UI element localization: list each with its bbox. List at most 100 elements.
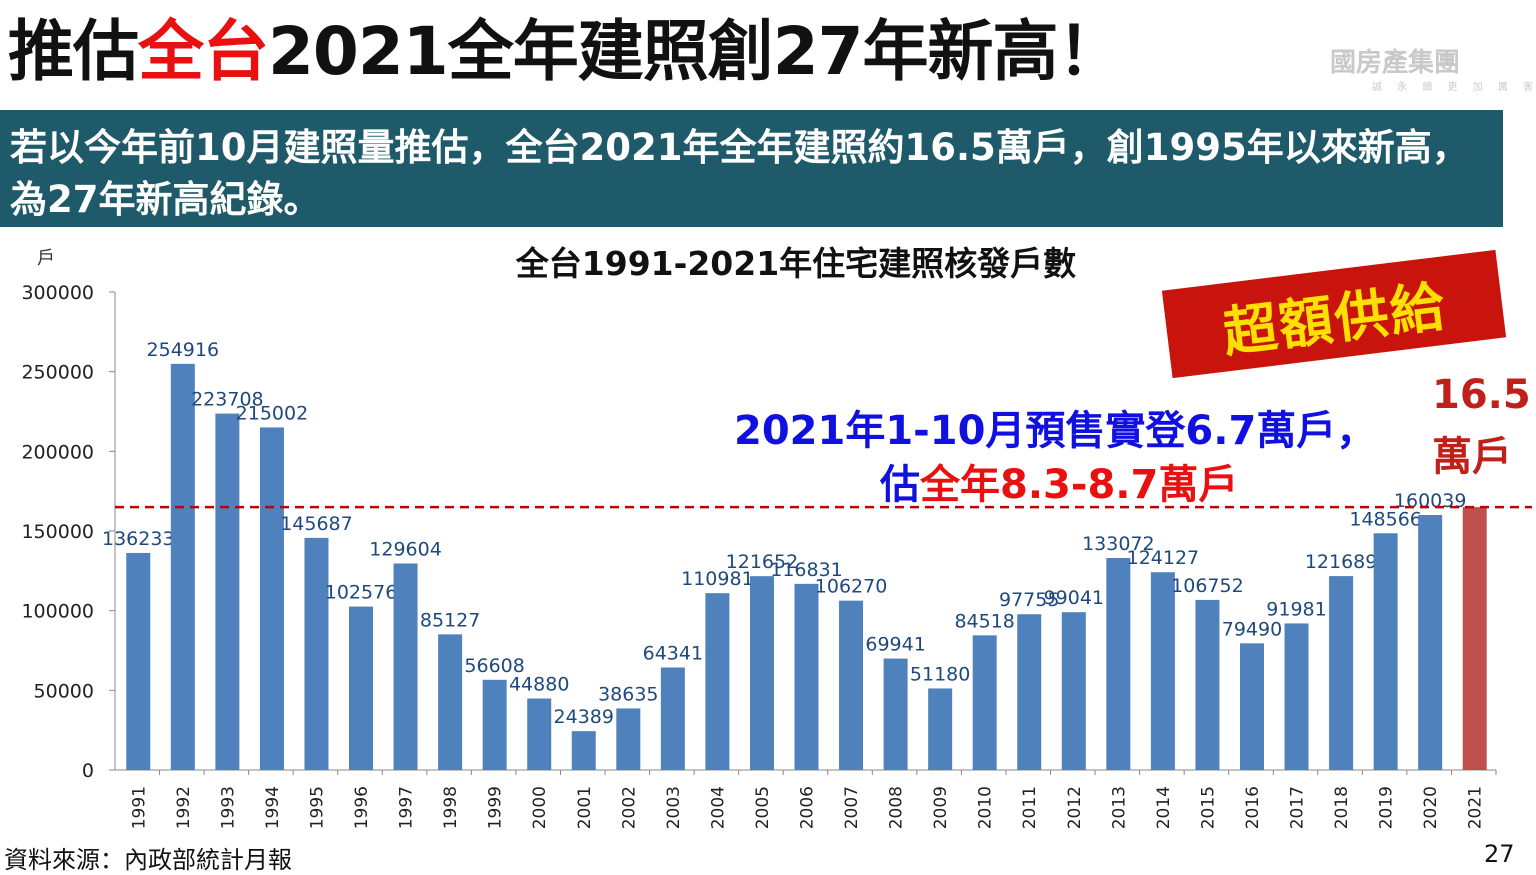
note-line-2-part-1: 估 [880, 462, 920, 508]
bar [1239, 643, 1264, 770]
data-label: 106752 [1171, 575, 1244, 597]
x-tick-label: 1992 [174, 786, 194, 829]
bar [126, 552, 151, 770]
data-label: 97755 [999, 589, 1059, 611]
bar [438, 634, 463, 770]
y-tick-label: 200000 [21, 441, 94, 463]
data-label: 91981 [1266, 598, 1326, 620]
x-tick-label: 1994 [263, 786, 283, 829]
data-label: 84518 [954, 610, 1014, 632]
bar [1284, 623, 1309, 770]
data-label: 38635 [598, 683, 658, 705]
note-line-2-part-2: 全年8.3-8.7萬戶 [920, 462, 1239, 508]
x-tick-label: 1997 [397, 786, 417, 829]
bar [1061, 612, 1086, 770]
data-label: 129604 [369, 538, 442, 560]
page-number: 27 [1484, 840, 1515, 868]
bar [1017, 614, 1042, 770]
x-tick-label: 2018 [1332, 786, 1352, 829]
data-label: 148566 [1349, 508, 1422, 530]
x-tick-label: 2016 [1243, 786, 1263, 829]
x-tick-label: 2003 [664, 786, 684, 829]
data-label: 64341 [643, 642, 703, 664]
data-label: 215002 [236, 402, 309, 424]
x-tick-label: 1993 [218, 786, 238, 829]
x-tick-label: 2019 [1377, 786, 1397, 829]
x-tick-label: 1995 [307, 786, 327, 829]
x-tick-label: 2020 [1421, 786, 1441, 829]
bar [883, 658, 908, 770]
x-tick-label: 1996 [352, 786, 372, 829]
data-label: 136233 [102, 528, 175, 550]
bar [1329, 576, 1354, 770]
y-tick-label: 100000 [21, 601, 94, 623]
y-tick-label: 300000 [21, 282, 94, 304]
data-label: 121689 [1305, 551, 1378, 573]
data-label: 102576 [325, 582, 398, 604]
bar [349, 606, 374, 770]
company-logo: 國房產集團 [1330, 48, 1461, 78]
bar [527, 698, 552, 770]
bar [571, 731, 596, 770]
y-tick-label: 150000 [21, 521, 94, 543]
x-tick-label: 2017 [1288, 786, 1308, 829]
bar [1106, 557, 1131, 770]
company-logo-slogan: 誠 永 續 更 加 厲 害 [1372, 82, 1536, 93]
data-label: 106270 [815, 576, 888, 598]
bar [749, 576, 774, 770]
title-part-3: 2021全年建照創27年新高！ [268, 13, 1124, 90]
y-tick-label: 50000 [34, 680, 94, 702]
x-tick-label: 2015 [1198, 786, 1218, 829]
summary-text: 若以今年前10月建照量推估，全台2021年全年建照約16.5萬戶，創1995年以… [10, 126, 1469, 221]
x-tick-label: 1991 [129, 786, 149, 829]
x-tick-label: 2012 [1065, 786, 1085, 829]
summary-banner: 若以今年前10月建照量推估，全台2021年全年建照約16.5萬戶，創1995年以… [0, 110, 1503, 227]
estimate-unit: 萬戶 [1432, 434, 1512, 480]
x-tick-label: 2008 [887, 786, 907, 829]
data-label: 44880 [509, 673, 569, 695]
bar [616, 708, 641, 770]
bar [1418, 515, 1443, 770]
data-label: 160039 [1394, 490, 1467, 512]
data-label: 133072 [1082, 533, 1155, 555]
title-part-2: 全台 [138, 13, 269, 90]
data-label: 56608 [464, 655, 524, 677]
data-label: 85127 [420, 609, 480, 631]
bar [304, 537, 329, 770]
x-tick-label: 1998 [441, 786, 461, 829]
bar [1150, 572, 1175, 770]
bar [1462, 507, 1487, 770]
data-label: 116831 [770, 559, 843, 581]
data-label: 69941 [865, 634, 925, 656]
data-label: 145687 [280, 513, 353, 535]
bar [660, 667, 685, 770]
bar [794, 583, 819, 770]
x-tick-label: 2002 [619, 786, 639, 829]
bar [839, 600, 864, 770]
bar [928, 688, 953, 770]
x-tick-label: 2009 [931, 786, 951, 829]
data-label: 124127 [1127, 547, 1200, 569]
data-label: 223708 [191, 389, 264, 411]
x-tick-label: 1999 [486, 786, 506, 829]
bar [170, 363, 195, 770]
data-label: 24389 [554, 706, 614, 728]
data-label: 254916 [147, 339, 220, 361]
title-part-1: 推估 [8, 13, 139, 90]
bar [259, 427, 284, 770]
chart-title: 全台1991-2021年住宅建照核發戶數 [515, 244, 1076, 283]
x-tick-label: 2014 [1154, 786, 1174, 829]
x-tick-label: 2010 [976, 786, 996, 829]
x-tick-label: 2011 [1020, 786, 1040, 829]
bar [393, 563, 418, 770]
bar [1373, 533, 1398, 770]
slide-title: 推估全台2021全年建照創27年新高！ [8, 4, 1124, 100]
data-label: 110981 [681, 568, 754, 590]
y-axis-label: 戶 [37, 248, 55, 269]
bar-chart: 全台1991-2021年住宅建照核發戶數 戶 0 50000 100000 150000 2… [21, 244, 1532, 829]
x-tick-label: 2006 [798, 786, 818, 829]
data-label: 79490 [1222, 618, 1282, 640]
presale-note-line-1: 2021年1-10月預售實登6.7萬戶， [734, 408, 1377, 454]
x-tick-label: 2004 [708, 786, 728, 829]
estimate-value: 16.5 [1432, 372, 1531, 418]
